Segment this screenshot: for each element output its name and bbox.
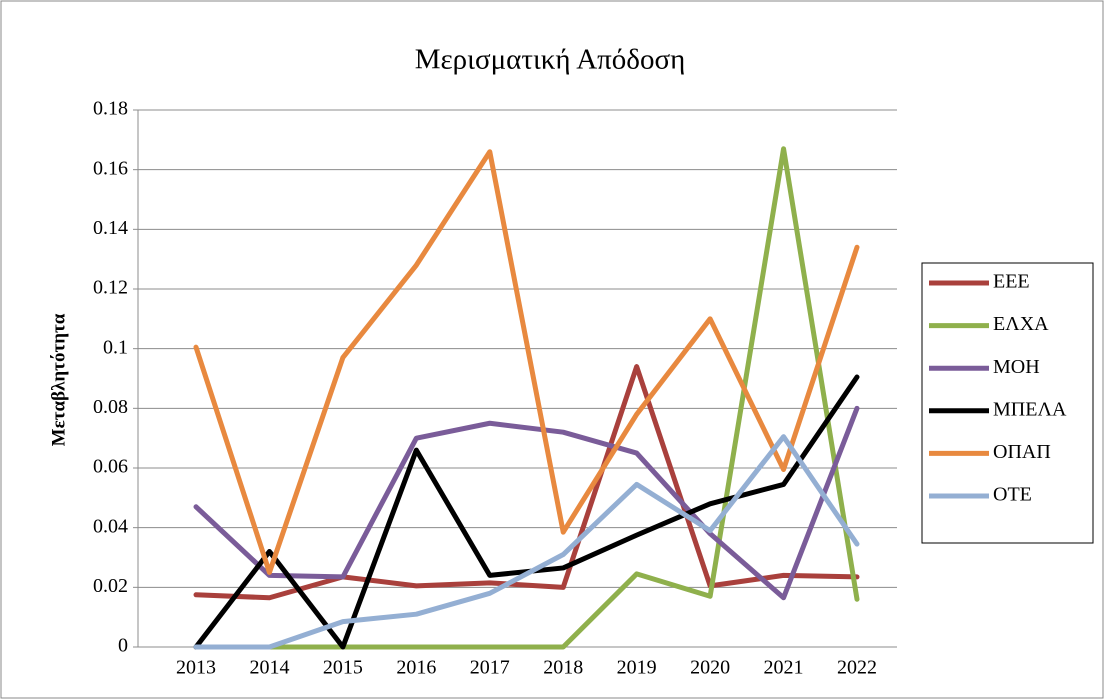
series-line (193, 146, 860, 650)
series-line (193, 149, 860, 575)
y-tick-label: 0.16 (93, 157, 128, 179)
x-tick-label: 2018 (543, 657, 583, 679)
x-tick-label: 2015 (323, 657, 363, 679)
y-tick-label: 0.12 (93, 277, 128, 299)
legend-label: ΟΠΑΠ (993, 441, 1051, 463)
x-tick-label: 2017 (470, 657, 510, 679)
y-tick-label: 0.1 (103, 336, 128, 358)
x-tick-label: 2019 (617, 657, 657, 679)
y-tick-label: 0.08 (93, 396, 128, 418)
x-tick-label: 2013 (176, 657, 216, 679)
x-tick-label: 2016 (396, 657, 436, 679)
y-tick-label: 0.18 (93, 98, 128, 120)
x-tick-label: 2022 (837, 657, 877, 679)
series-line (193, 405, 860, 601)
legend-label: ΕΛΧΑ (993, 313, 1049, 335)
legend-label: ΜΟΗ (993, 356, 1040, 378)
legend-label: ΟΤΕ (993, 484, 1032, 506)
legend-label: ΜΠΕΛΑ (993, 398, 1067, 420)
y-tick-label: 0 (118, 635, 128, 657)
legend-label: ΕΕΕ (993, 271, 1030, 293)
y-axis-label: Μεταβλητότητα (48, 313, 69, 446)
y-tick-label: 0.02 (93, 575, 128, 597)
x-tick-label: 2021 (764, 657, 804, 679)
x-tick-label: 2020 (690, 657, 730, 679)
y-tick-label: 0.04 (93, 515, 128, 537)
y-tick-label: 0.06 (93, 456, 128, 478)
x-tick-label: 2014 (249, 657, 289, 679)
series-line (193, 364, 860, 601)
series-line (193, 434, 860, 650)
chart-title: Μερισματική Απόδοση (415, 44, 686, 76)
y-tick-label: 0.14 (93, 217, 128, 239)
